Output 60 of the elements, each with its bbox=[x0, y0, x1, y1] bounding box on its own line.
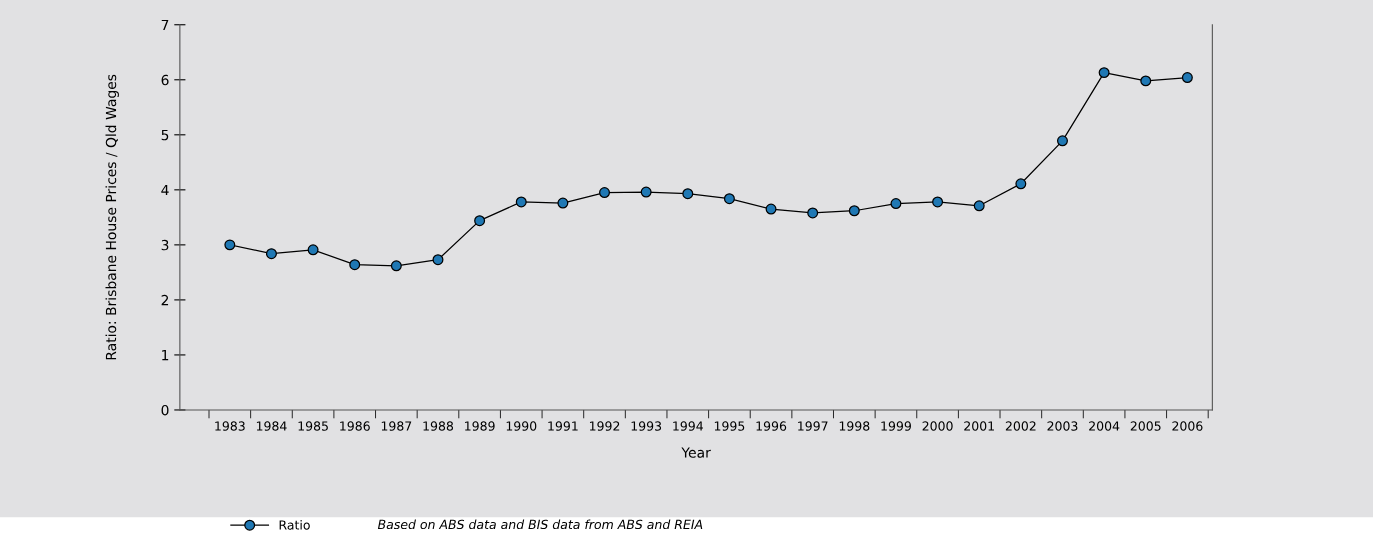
point bbox=[973, 200, 985, 212]
x-tick-label: 1997 bbox=[798, 421, 828, 431]
x-tick-label: 2001 bbox=[964, 421, 994, 431]
y-tick-label: 1 bbox=[162, 350, 169, 361]
x-tick-label: 2005 bbox=[1130, 421, 1161, 431]
y-tick-label: 0 bbox=[161, 404, 169, 416]
point bbox=[1056, 135, 1068, 147]
point bbox=[640, 186, 652, 198]
x-tick-label: 2004 bbox=[1089, 421, 1120, 431]
point bbox=[890, 198, 902, 210]
x-tick-label: 1987 bbox=[381, 421, 412, 431]
point bbox=[1015, 178, 1027, 190]
point bbox=[599, 187, 611, 199]
point bbox=[1098, 67, 1110, 79]
point bbox=[265, 248, 277, 260]
x-tick-label: 1986 bbox=[340, 421, 370, 431]
x-tick-label: 1989 bbox=[465, 421, 495, 431]
x-axis-title: Year bbox=[681, 447, 711, 458]
x-tick-label: 1995 bbox=[714, 421, 745, 431]
x-tick-label: 1985 bbox=[298, 421, 328, 431]
x-tick-label: 2002 bbox=[1005, 421, 1036, 431]
y-tick-label: 5 bbox=[161, 129, 169, 141]
x-tick-label: 2006 bbox=[1172, 421, 1203, 431]
x-tick-label: 1990 bbox=[506, 421, 537, 431]
y-tick-label: 4 bbox=[161, 184, 169, 196]
point bbox=[557, 197, 569, 209]
y-tick-label: 2 bbox=[161, 294, 169, 306]
x-tick-label: 2000 bbox=[922, 421, 953, 431]
point bbox=[723, 193, 735, 205]
y-axis-title: Ratio: Brisbane House Prices / Qld Wages bbox=[105, 74, 119, 360]
point bbox=[390, 260, 402, 272]
text: Based on ABS data and BIS data from ABS and REIA bbox=[377, 519, 703, 530]
x-tick-label: 1994 bbox=[673, 421, 703, 431]
x-tick-label: 2003 bbox=[1047, 421, 1078, 431]
y-tick-label: 6 bbox=[161, 74, 169, 86]
point bbox=[474, 215, 486, 227]
point bbox=[807, 207, 819, 219]
x-tick-label: 1983 bbox=[215, 421, 245, 431]
legend-label: Ratio bbox=[279, 520, 310, 530]
x-tick-label: 1999 bbox=[881, 421, 911, 431]
point bbox=[515, 196, 527, 208]
x-tick-label: 1996 bbox=[756, 421, 787, 431]
point bbox=[224, 239, 236, 251]
x-tick-label: 1991 bbox=[548, 421, 578, 431]
x-tick-label: 1984 bbox=[256, 421, 287, 431]
x-tick-label: 1988 bbox=[423, 421, 454, 431]
point bbox=[349, 259, 361, 271]
y-tick-label: 3 bbox=[161, 239, 169, 251]
point bbox=[932, 196, 944, 208]
point bbox=[682, 188, 694, 200]
point bbox=[1140, 75, 1152, 87]
x-tick-label: 1998 bbox=[839, 421, 870, 431]
point bbox=[307, 244, 319, 256]
point bbox=[848, 205, 860, 217]
point bbox=[1181, 72, 1193, 84]
y-tick-label: 7 bbox=[161, 19, 169, 31]
point bbox=[432, 254, 444, 266]
x-tick-label: 1993 bbox=[631, 421, 662, 431]
point bbox=[765, 203, 777, 215]
x-tick-label: 1992 bbox=[589, 421, 620, 431]
